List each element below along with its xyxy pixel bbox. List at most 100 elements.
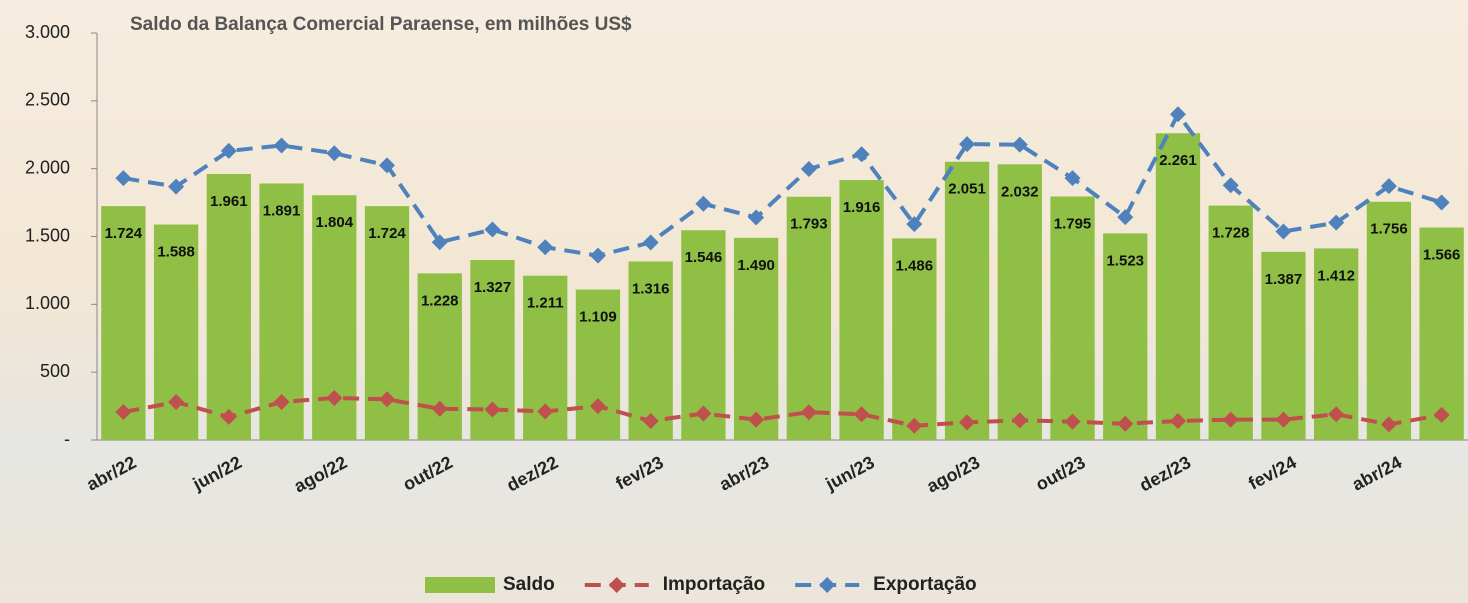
marker bbox=[1011, 412, 1028, 429]
value-label: 1.724 bbox=[368, 225, 406, 242]
marker bbox=[220, 142, 237, 159]
value-label: 1.228 bbox=[421, 292, 459, 309]
bar bbox=[681, 230, 726, 440]
value-label: 1.891 bbox=[263, 202, 301, 219]
value-label: 1.387 bbox=[1265, 271, 1303, 288]
legend-label: Exportação bbox=[873, 574, 976, 595]
marker bbox=[1064, 170, 1081, 187]
value-label: 1.327 bbox=[474, 279, 512, 296]
legend-label: Saldo bbox=[503, 574, 555, 595]
marker bbox=[379, 157, 396, 174]
legend-marker bbox=[608, 577, 625, 593]
marker bbox=[1011, 136, 1028, 153]
value-label: 2.261 bbox=[1159, 152, 1197, 169]
y-tick-label: 2.000 bbox=[25, 157, 70, 177]
bar bbox=[101, 206, 146, 440]
bar bbox=[1419, 227, 1464, 440]
marker bbox=[431, 400, 448, 417]
marker bbox=[589, 247, 606, 264]
y-tick-label: 1.000 bbox=[25, 293, 70, 313]
marker bbox=[642, 413, 659, 430]
marker bbox=[1117, 209, 1134, 226]
legend-swatch bbox=[425, 577, 495, 593]
marker bbox=[431, 234, 448, 251]
marker bbox=[1433, 194, 1450, 211]
value-label: 1.728 bbox=[1212, 225, 1250, 242]
value-label: 1.724 bbox=[105, 225, 143, 242]
marker bbox=[748, 209, 765, 226]
marker bbox=[537, 239, 554, 256]
marker bbox=[326, 389, 343, 406]
legend-marker bbox=[819, 577, 836, 593]
bar bbox=[733, 237, 779, 440]
y-tick-label: 1.500 bbox=[25, 225, 70, 245]
marker bbox=[1433, 406, 1450, 423]
bar bbox=[1155, 133, 1201, 440]
bar bbox=[839, 180, 884, 440]
marker bbox=[853, 146, 870, 163]
marker bbox=[1275, 223, 1292, 240]
marker bbox=[589, 398, 606, 415]
bar bbox=[206, 173, 251, 440]
marker bbox=[695, 195, 712, 212]
marker bbox=[1117, 415, 1134, 432]
marker bbox=[220, 408, 237, 425]
value-label: 1.486 bbox=[896, 257, 934, 274]
value-label: 1.109 bbox=[579, 309, 617, 326]
value-label: 1.546 bbox=[685, 249, 723, 266]
bar bbox=[1261, 251, 1306, 440]
bar bbox=[1050, 196, 1095, 440]
marker bbox=[1328, 406, 1345, 423]
value-label: 1.804 bbox=[316, 214, 354, 231]
value-label: 1.756 bbox=[1370, 221, 1408, 238]
marker bbox=[959, 414, 976, 431]
marker bbox=[695, 405, 712, 422]
marker bbox=[1380, 416, 1397, 433]
value-label: 1.490 bbox=[737, 257, 775, 274]
value-label: 1.793 bbox=[790, 216, 828, 233]
series-line bbox=[123, 110, 1443, 258]
marker bbox=[273, 137, 290, 154]
marker bbox=[115, 404, 132, 421]
bar bbox=[1208, 205, 1253, 440]
marker bbox=[484, 221, 501, 238]
value-label: 1.523 bbox=[1106, 252, 1144, 269]
marker bbox=[1328, 214, 1345, 231]
value-label: 1.566 bbox=[1423, 247, 1461, 264]
legend-label: Importação bbox=[663, 574, 765, 595]
marker bbox=[1064, 413, 1081, 430]
marker bbox=[1169, 106, 1186, 123]
y-tick-label: 3.000 bbox=[25, 22, 70, 42]
marker bbox=[906, 216, 923, 233]
value-label: 1.795 bbox=[1054, 215, 1092, 232]
bar bbox=[1366, 201, 1412, 440]
marker bbox=[642, 234, 659, 251]
series-line bbox=[122, 395, 1442, 428]
marker bbox=[168, 394, 185, 411]
bar bbox=[1103, 233, 1148, 440]
marker bbox=[748, 411, 765, 428]
y-tick-label: 500 bbox=[40, 361, 70, 381]
value-label: 2.032 bbox=[1001, 183, 1039, 200]
marker bbox=[1222, 177, 1239, 194]
value-label: 2.051 bbox=[948, 181, 986, 198]
marker bbox=[326, 145, 343, 162]
bar bbox=[786, 196, 832, 440]
marker bbox=[168, 178, 185, 195]
marker bbox=[1275, 411, 1292, 428]
marker bbox=[1222, 411, 1239, 428]
marker bbox=[537, 403, 554, 420]
bar bbox=[944, 161, 990, 440]
marker bbox=[1169, 413, 1186, 430]
marker bbox=[273, 394, 290, 411]
marker bbox=[1380, 178, 1397, 195]
value-label: 1.412 bbox=[1317, 267, 1355, 284]
bar bbox=[892, 238, 937, 440]
marker bbox=[959, 136, 976, 153]
bar bbox=[575, 289, 621, 440]
bar bbox=[997, 164, 1042, 441]
marker bbox=[800, 404, 817, 421]
marker bbox=[906, 417, 923, 434]
value-label: 1.316 bbox=[632, 280, 670, 297]
